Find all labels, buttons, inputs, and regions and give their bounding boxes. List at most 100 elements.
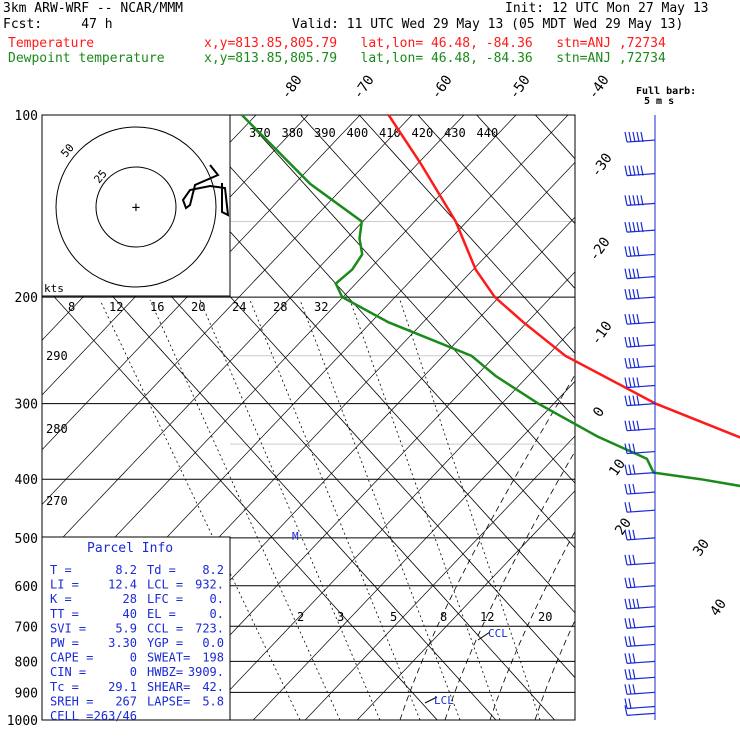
wind-barb — [624, 395, 656, 407]
m-marker: M — [292, 530, 299, 543]
dry-adiabat-line — [42, 115, 517, 615]
dewpoint-legend-label: Dewpoint temperature — [8, 51, 165, 66]
parcel-param-value: 0 — [130, 651, 137, 665]
hodograph-center-mark: + — [132, 200, 140, 216]
temperature-profile — [387, 114, 740, 439]
forecast-hour: Fcst: 47 h — [3, 17, 113, 32]
skew-temperature-label: 10 — [606, 456, 629, 479]
parcel-param-value: 8.2 — [202, 563, 224, 577]
mixing-ratio-label: 8 — [68, 300, 75, 314]
mixing-ratio-label: 3 — [337, 610, 344, 624]
wind-barb — [624, 669, 656, 680]
parcel-param-value: 28 — [123, 592, 137, 606]
mixing-ratio-line — [249, 299, 421, 720]
parcel-param-value: 0 — [130, 665, 137, 679]
parcel-param-value: 29.1 — [108, 680, 137, 694]
mixing-ratio-label: 32 — [314, 300, 328, 314]
wind-barb — [624, 636, 656, 648]
wind-barb — [624, 698, 656, 710]
mixing-ratio-line — [149, 299, 341, 720]
hodograph-unit: kts — [44, 282, 64, 295]
parcel-param-value: 42. — [202, 680, 224, 694]
wind-barb — [624, 131, 656, 143]
parcel-param-name: Td = — [147, 563, 176, 577]
dry-adiabat-line — [42, 115, 413, 505]
pressure-label: 100 — [15, 109, 38, 124]
dry-adiabat-line — [200, 326, 575, 720]
mixing-ratio-label: 5 — [390, 610, 397, 624]
wind-barbs — [624, 115, 656, 720]
full-barb-value: 5 m s — [644, 96, 674, 107]
parcel-param-name: EL = — [147, 607, 176, 621]
parcel-param-name: CIN = — [50, 665, 86, 679]
mixing-ratio-label: 24 — [232, 300, 246, 314]
mixing-ratio-line — [349, 299, 501, 720]
wind-barb — [624, 483, 656, 495]
mixing-ratio-label: 20 — [191, 300, 205, 314]
parcel-info-title: Parcel Info — [87, 541, 173, 556]
parcel-param-name: HWBZ= — [147, 665, 183, 679]
hodograph-frame — [41, 114, 231, 297]
dry-adiabat-line — [42, 115, 465, 560]
parcel-param-name: SREH = — [50, 694, 93, 708]
pressure-label: 700 — [15, 620, 38, 635]
full-barb-legend: Full barb: 5 m s — [636, 86, 696, 107]
dry-adiabat-line — [42, 115, 361, 451]
lcl-tick — [424, 696, 438, 704]
mixing-ratio-label: 20 — [538, 610, 552, 624]
parcel-info-box: Parcel Info T = 8.2 Td = 8.2 LI = 12.4 LCL = 932… — [41, 536, 231, 723]
theta-label: 410 — [379, 126, 401, 140]
skew-temperature-label: -30 — [588, 150, 616, 180]
parcel-param-value: 723. — [195, 621, 224, 635]
parcel-param-value: 198 — [202, 651, 224, 665]
skew-temperature-label: -20 — [586, 234, 614, 264]
pressure-label: 300 — [15, 398, 38, 413]
theta-label: 440 — [477, 126, 499, 140]
isotherm-line — [594, 115, 740, 720]
parcel-param-value: 0. — [210, 592, 224, 606]
lcl-label: LCL — [434, 694, 454, 707]
parcel-param-value: 263/46 — [94, 709, 137, 723]
isotherm-line — [653, 115, 740, 720]
parcel-param-value: 40 — [123, 607, 137, 621]
wind-barb — [624, 653, 656, 664]
wind-barb — [624, 357, 656, 369]
parcel-param-value: 5.9 — [115, 621, 137, 635]
mixing-ratio-label: 2 — [297, 610, 304, 624]
wind-barb — [624, 554, 656, 566]
mixing-ratio-line — [199, 299, 381, 720]
mixing-ratio-label: 16 — [150, 300, 164, 314]
skew-temperature-label: -60 — [428, 72, 456, 102]
temperature-legend-info: x,y=813.85,805.79 lat,lon= 46.48, -84.36… — [204, 36, 666, 51]
dry-adiabat-line — [148, 271, 575, 720]
moist-adiabat-line — [444, 450, 575, 720]
wind-barb — [624, 222, 656, 233]
dry-adiabat-line — [304, 435, 575, 720]
parcel-param-value: 5.8 — [202, 694, 224, 708]
dry-adiabat-line — [356, 490, 575, 720]
isotherm-line — [42, 217, 497, 720]
parcel-param-name: CELL = — [50, 709, 93, 723]
pressure-label: 400 — [15, 473, 38, 488]
isotherm-line — [359, 115, 575, 354]
ccl-tick — [477, 631, 491, 641]
theta-label: 380 — [282, 126, 304, 140]
theta-label: 420 — [412, 126, 434, 140]
parcel-param-name: SHEAR= — [147, 680, 190, 694]
wind-barb — [624, 268, 656, 280]
hodograph-ring — [95, 166, 177, 248]
skew-temperature-label: -50 — [506, 72, 534, 102]
init-time: Init: 12 UTC Mon 27 May 13 — [505, 1, 709, 16]
wind-barb — [624, 705, 656, 716]
wind-barb — [624, 314, 656, 325]
pressure-label: 200 — [15, 291, 38, 306]
skew-temperature-label: -40 — [585, 72, 613, 102]
isotherm-line — [42, 282, 438, 720]
parcel-param-value: 3.30 — [108, 636, 137, 650]
wind-barb — [624, 377, 656, 389]
mixing-ratio-label: 12 — [109, 300, 123, 314]
isotherm-line — [535, 115, 575, 160]
parcel-param-name: Tc = — [50, 680, 79, 694]
wind-barb — [624, 289, 656, 300]
full-barb-label: Full barb: — [636, 86, 696, 97]
